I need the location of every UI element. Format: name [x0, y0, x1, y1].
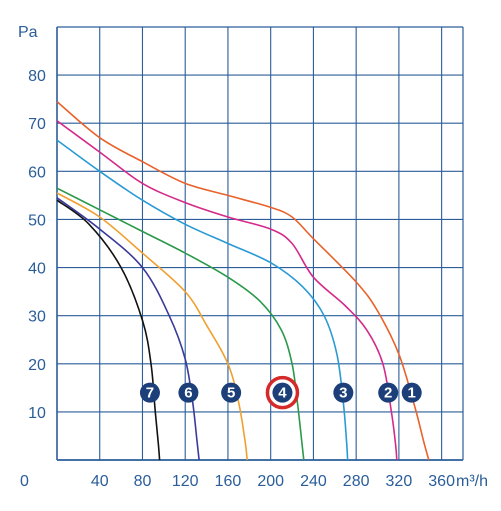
grid: [56, 26, 464, 461]
series-line-2: [56, 120, 398, 461]
y-tick-label: 30: [28, 309, 46, 326]
badge-number: 6: [184, 385, 192, 402]
series-line-3: [56, 139, 349, 461]
series-line-7: [56, 199, 161, 461]
x-tick-label: 200: [257, 473, 284, 490]
y-tick-label: 60: [28, 164, 46, 181]
curve-labels: 12 3 4 5 6 7: [139, 375, 422, 410]
x-tick-label: 320: [386, 473, 413, 490]
curve-label-4: 4: [265, 375, 300, 410]
curve-label-2: 2: [378, 382, 399, 403]
badge-number: 2: [384, 385, 392, 402]
y-tick-label: 40: [28, 261, 46, 278]
curve-label-7: 7: [139, 382, 160, 403]
x-tick-label: 120: [172, 473, 199, 490]
x-tick-label: 40: [91, 473, 109, 490]
badge-circle: [139, 382, 160, 403]
x-tick-label: 240: [300, 473, 327, 490]
y-tick-label: 70: [28, 116, 46, 133]
curves: [56, 100, 430, 461]
x-tick-label: 280: [343, 473, 370, 490]
badge-circle: [178, 382, 199, 403]
curve-label-1: 1: [401, 382, 422, 403]
x-tick-label: 160: [215, 473, 242, 490]
badge-number: 5: [227, 385, 235, 402]
x-tick-label: 80: [134, 473, 152, 490]
badge-circle: [401, 382, 422, 403]
series-line-6: [56, 197, 200, 461]
y-tick-label: 10: [28, 405, 46, 422]
badge-number: 4: [278, 385, 287, 402]
y-axis-label: Pa: [18, 24, 38, 41]
badge-number: 1: [408, 385, 416, 402]
tick-labels: 40 80 120 160 200 240 280 320 360 10 20 30 40 50 60 70 8…: [28, 68, 455, 490]
series-line-1: [56, 100, 430, 461]
curve-label-3: 3: [333, 382, 354, 403]
curve-label-5: 5: [221, 382, 242, 403]
badge-number: 7: [146, 385, 154, 402]
series-line-4: [56, 187, 305, 461]
badge-number: 3: [339, 385, 347, 402]
y-tick-label: 50: [28, 212, 46, 229]
badge-circle: [221, 382, 242, 403]
y-tick-label: 20: [28, 357, 46, 374]
badge-circle: [333, 382, 354, 403]
x-axis-label: m³/h: [456, 473, 488, 490]
x-tick-label: 360: [428, 473, 455, 490]
badge-circle: [378, 382, 399, 403]
origin-label: 0: [20, 473, 29, 490]
curve-label-6: 6: [178, 382, 199, 403]
series-line-5: [56, 192, 248, 461]
badge-circle: [272, 382, 293, 403]
y-tick-label: 80: [28, 68, 46, 85]
